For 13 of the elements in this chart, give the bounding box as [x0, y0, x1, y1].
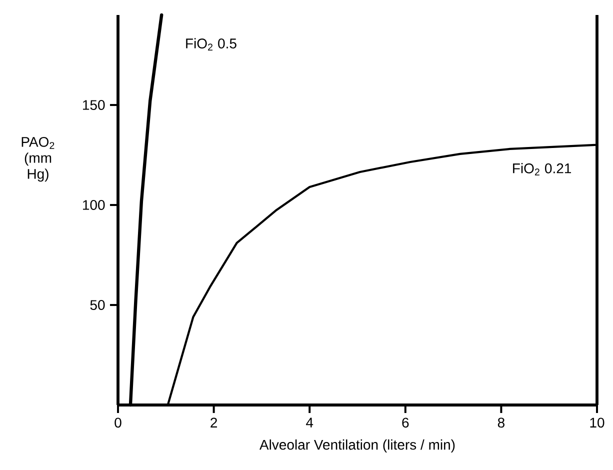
x-axis-title: Alveolar Ventilation (liters / min): [259, 439, 455, 452]
series-label: FiO$_{2}$ 0.21: [513, 163, 572, 176]
x-tick-label: 8: [498, 418, 504, 428]
x-tick-label: 2: [210, 418, 217, 428]
x-tick-label: 4: [306, 418, 314, 428]
y-tick-label: 100: [83, 200, 105, 210]
series-label: FiO$_{2}$ 0.5: [186, 38, 236, 50]
x-tick-label: 10: [590, 418, 604, 428]
x-tick-label: 6: [402, 418, 409, 428]
y-tick-label: 50: [90, 300, 105, 310]
y-axis-title: PAO$_{2}$ (mm Hg): [22, 136, 54, 182]
y-tick-label: 150: [83, 100, 105, 110]
x-tick-label: 0: [114, 418, 122, 428]
